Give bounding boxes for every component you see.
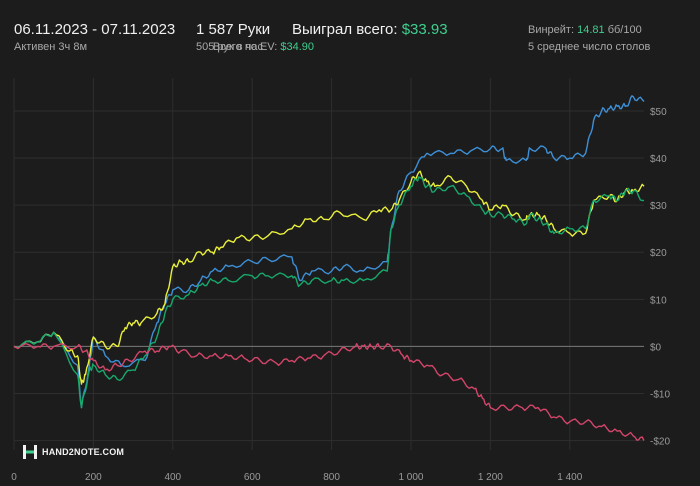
stats-header: 06.11.2023 - 07.11.2023 Активен 3ч 8м 1 …: [0, 0, 700, 70]
won-label: Выиграл всего:: [292, 21, 398, 38]
series-line-1: [13, 95, 645, 409]
y-tick-label: $50: [650, 107, 667, 118]
y-tick-label: $10: [650, 295, 667, 306]
winrate-label: Винрейт:: [528, 24, 575, 36]
y-tick-label: -$10: [650, 389, 670, 400]
winrate-value: 14.81: [577, 24, 605, 36]
y-tick-label: -$20: [650, 437, 670, 448]
x-tick-label: 400: [164, 472, 181, 483]
series-line-2: [13, 170, 645, 385]
hands-count: 1 587 Руки: [196, 21, 271, 38]
hand2note-logo: HAND2NOTE.COM: [22, 444, 124, 460]
x-tick-label: 1 400: [557, 472, 582, 483]
y-tick-label: $0: [650, 342, 662, 353]
x-tick-label: 1 200: [478, 472, 503, 483]
x-tick-label: 200: [85, 472, 102, 483]
y-tick-label: $30: [650, 201, 667, 212]
x-tick-label: 600: [244, 472, 261, 483]
avg-tables: 5 среднее число столов: [528, 41, 651, 53]
winrate: Винрейт: 14.81 бб/100: [528, 24, 642, 36]
series-line-3: [13, 176, 645, 409]
ev-value: $34.90: [280, 41, 314, 53]
hands-per-hour: 505 рук в час: [196, 41, 264, 53]
ev-total: Всего по EV: $34.90: [213, 41, 314, 53]
date-range: 06.11.2023 - 07.11.2023: [14, 21, 176, 38]
won-value: $33.93: [401, 21, 448, 38]
y-tick-label: $40: [650, 154, 667, 165]
h2n-logo-icon: [23, 445, 37, 459]
x-tick-label: 800: [323, 472, 340, 483]
winrate-unit: бб/100: [607, 24, 642, 36]
series-line-4: [13, 342, 645, 441]
active-time: Активен 3ч 8м: [14, 41, 88, 53]
y-tick-label: $20: [650, 248, 667, 259]
x-tick-label: 1 000: [398, 472, 423, 483]
logo-text: HAND2NOTE.COM: [42, 447, 125, 457]
profit-chart: 0 200 400 600 800 1 000 1 200 1 400 $50 $40 $30 $20…: [11, 78, 670, 483]
ev-label: Всего по EV:: [212, 41, 278, 53]
x-tick-label: 0: [11, 472, 17, 483]
won-total: Выиграл всего: $33.93: [292, 21, 448, 38]
